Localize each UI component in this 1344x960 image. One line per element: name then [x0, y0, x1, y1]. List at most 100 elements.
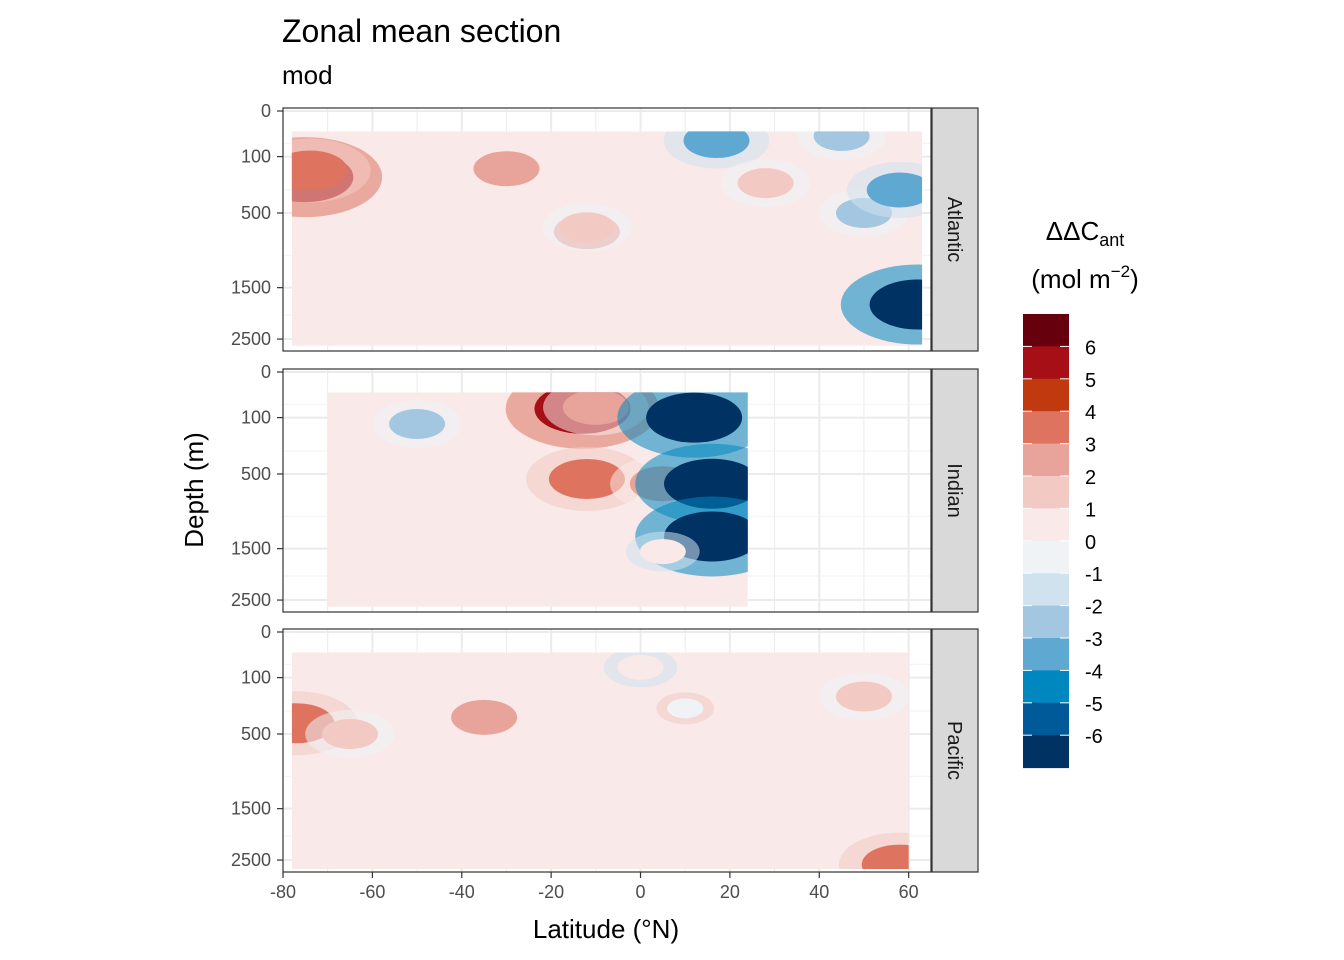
- feature-core: [291, 150, 348, 191]
- strip-background: [931, 628, 979, 873]
- panel-atlantic: Atlantic 0 100 500 1500 2500: [231, 101, 979, 352]
- y-tick-label: 0: [261, 362, 271, 382]
- facet-strip-pacific: Pacific: [931, 628, 979, 873]
- legend-label: 4: [1085, 402, 1096, 424]
- feature-core: [861, 844, 909, 869]
- feature-core: [813, 131, 870, 151]
- strip-label: Pacific: [943, 721, 965, 780]
- legend-title-subscript: ant: [1099, 230, 1124, 250]
- legend-label: 1: [1085, 499, 1096, 521]
- x-tick-label: -60: [359, 882, 385, 902]
- feature-core: [322, 718, 379, 749]
- panel-pacific: Pacific 0 100 500 1500 2500: [231, 622, 979, 873]
- facet-strip-indian: Indian: [931, 368, 979, 613]
- y-axis: 0 100 500 1500 2500: [231, 362, 283, 610]
- y-tick-label: 500: [241, 203, 271, 223]
- legend-label: 0: [1085, 532, 1096, 554]
- legend-label: -2: [1085, 597, 1103, 619]
- legend-key: [1023, 314, 1069, 347]
- feature-core: [558, 212, 615, 243]
- legend-label: -5: [1085, 694, 1103, 716]
- legend-title-main: ΔΔC: [1046, 216, 1100, 246]
- data-field: [291, 652, 909, 869]
- legend-key: [1023, 378, 1069, 412]
- feature-core: [835, 681, 892, 712]
- strip-background: [931, 107, 979, 352]
- feature-core: [737, 168, 794, 199]
- legend-title-line2: (mol m−2): [1031, 262, 1139, 294]
- legend-label: 3: [1085, 435, 1096, 457]
- y-tick-label: 0: [261, 622, 271, 642]
- legend-title-unit: (mol m: [1031, 264, 1110, 294]
- y-tick-label: 500: [241, 464, 271, 484]
- data-field: [327, 392, 748, 607]
- panel-border: [282, 107, 932, 352]
- legend-key: [1023, 476, 1069, 509]
- y-axis: 0 100 500 1500 2500: [231, 101, 283, 349]
- feature-core: [389, 409, 446, 440]
- panel-border: [282, 368, 932, 613]
- feature-core: [664, 458, 748, 509]
- facet-strip-atlantic: Atlantic: [931, 107, 979, 352]
- feature-core: [866, 172, 923, 208]
- feature-core: [451, 699, 518, 735]
- strip-background: [931, 368, 979, 613]
- legend-key: [1023, 411, 1069, 445]
- data-field: [291, 131, 923, 346]
- legend-label: 5: [1085, 370, 1096, 392]
- feature-core: [617, 654, 664, 680]
- x-axis-title: Latitude (°N): [533, 914, 679, 944]
- x-tick-label: 0: [636, 882, 646, 902]
- strip-label: Atlantic: [943, 197, 965, 263]
- legend-key: [1023, 638, 1069, 671]
- feature-core: [667, 698, 704, 719]
- x-tick-label: 60: [899, 882, 919, 902]
- x-tick-label: 20: [720, 882, 740, 902]
- feature-core: [639, 539, 686, 565]
- feature-core: [646, 392, 743, 443]
- feature-core: [683, 131, 750, 159]
- legend-key: [1023, 443, 1069, 477]
- legend-keys: [1023, 314, 1069, 769]
- chart-title: Zonal mean section: [282, 13, 561, 49]
- facet-panels: Atlantic 0 100 500 1500 2500 Indian 0 100 500 1500…: [231, 101, 979, 873]
- y-tick-label: 2500: [231, 329, 271, 349]
- x-tick-label: -20: [538, 882, 564, 902]
- y-tick-label: 100: [241, 408, 271, 428]
- x-axis: -80 -60 -40 -20 0 20 40 60: [270, 872, 919, 902]
- strip-label: Indian: [943, 463, 965, 518]
- legend-title-close: ): [1130, 264, 1139, 294]
- legend-label: -6: [1085, 726, 1103, 748]
- x-tick-label: -80: [270, 882, 296, 902]
- feature-core: [869, 279, 923, 330]
- y-tick-label: 2500: [231, 590, 271, 610]
- y-tick-label: 500: [241, 724, 271, 744]
- legend-label: 6: [1085, 337, 1096, 359]
- y-tick-label: 1500: [231, 539, 271, 559]
- y-axis: 0 100 500 1500 2500: [231, 622, 283, 870]
- legend-label: 2: [1085, 467, 1096, 489]
- legend-key: [1023, 573, 1069, 607]
- feature-core: [548, 458, 625, 499]
- legend-key: [1023, 605, 1069, 639]
- y-axis-title: Depth (m): [179, 432, 209, 548]
- legend-key: [1023, 346, 1069, 380]
- legend-label: -1: [1085, 564, 1103, 586]
- y-tick-label: 0: [261, 101, 271, 121]
- legend-title-exponent: −2: [1111, 262, 1130, 281]
- legend-key: [1023, 702, 1069, 736]
- legend-key: [1023, 735, 1069, 769]
- legend-key: [1023, 540, 1069, 574]
- panel-indian: Indian 0 100 500 1500 2500: [231, 362, 979, 613]
- legend-label: -3: [1085, 629, 1103, 651]
- legend-labels: 6 5 4 3 2 1 0 -1 -2 -3 -4 -5 -6: [1085, 337, 1103, 748]
- x-tick-label: -40: [449, 882, 475, 902]
- y-tick-label: 100: [241, 147, 271, 167]
- feature-core: [473, 151, 540, 187]
- legend-title-line1: ΔΔCant: [1046, 216, 1125, 250]
- x-tick-label: 40: [809, 882, 829, 902]
- legend-label: -4: [1085, 661, 1103, 683]
- y-tick-label: 2500: [231, 850, 271, 870]
- color-legend: ΔΔCant (mol m−2) 6 5 4 3 2 1 0 -1 -2 -3 -4 -5 -6: [1023, 216, 1139, 769]
